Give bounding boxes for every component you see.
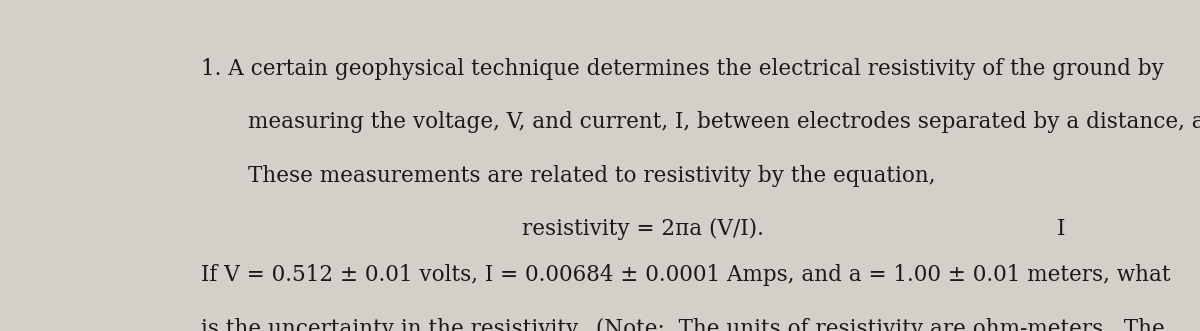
Text: measuring the voltage, V, and current, I, between electrodes separated by a dist: measuring the voltage, V, and current, I… <box>247 111 1200 133</box>
Text: ohm-meters.: ohm-meters. <box>973 317 1110 331</box>
Text: I: I <box>1057 218 1066 240</box>
Text: is the uncertainty in the resistivity.  (Note:  The units of resistivity are ohm: is the uncertainty in the resistivity. (… <box>202 317 1165 331</box>
Text: resistivity = 2πa (V/I).: resistivity = 2πa (V/I). <box>522 218 764 240</box>
Text: is the uncertainty in the resistivity.  (Note:  The units of resistivity are: is the uncertainty in the resistivity. (… <box>202 317 973 331</box>
Text: These measurements are related to resistivity by the equation,: These measurements are related to resist… <box>247 165 935 187</box>
Text: 1. A certain geophysical technique determines the electrical resistivity of the : 1. A certain geophysical technique deter… <box>202 58 1164 79</box>
Text: If V = 0.512 ± 0.01 volts, I = 0.00684 ± 0.0001 Amps, and a = 1.00 ± 0.01 meters: If V = 0.512 ± 0.01 volts, I = 0.00684 ±… <box>202 264 1171 286</box>
